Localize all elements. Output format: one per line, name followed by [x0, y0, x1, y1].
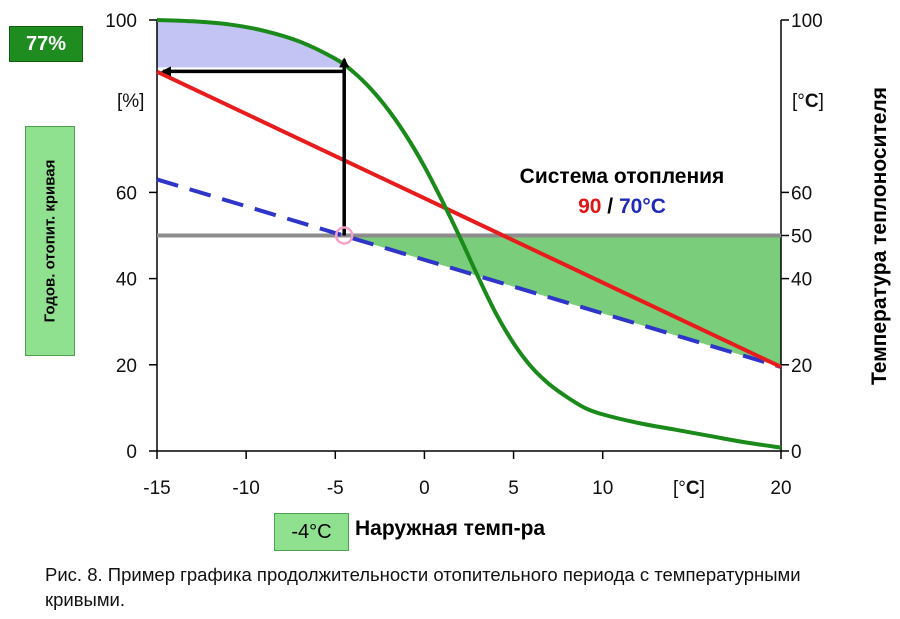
- x-tick-label: -5: [327, 478, 344, 499]
- left-unit-label: [%]: [117, 91, 144, 112]
- figure-caption: Рис. 8. Пример графика продолжительности…: [45, 564, 801, 610]
- left-tick-label: 100: [105, 11, 137, 32]
- left-axis-title: Годов. отопит. кривая: [41, 159, 59, 323]
- supply-temp-line: [156, 69, 782, 369]
- return-temp-line: [156, 177, 782, 369]
- left-tick-label: 20: [116, 356, 137, 377]
- supply-temp-label: 90: [578, 195, 601, 218]
- annotation-title: Система отопления: [520, 165, 725, 188]
- temp-separator: /: [601, 195, 619, 218]
- x-tick-label: 20: [770, 478, 791, 499]
- x-tick-label: 5: [508, 478, 519, 499]
- shaded-area-upper: [157, 20, 345, 68]
- temp-badge: -4°C: [274, 513, 349, 551]
- x-unit-label: [°C]: [673, 478, 705, 499]
- x-tick-label: 10: [592, 478, 613, 499]
- left-tick-label: 40: [116, 270, 137, 291]
- right-tick-label: 20: [791, 356, 812, 377]
- operating-point-marker: [334, 226, 354, 245]
- percent-badge: 77%: [9, 26, 83, 62]
- left-ticks: 0 20 40 60 100: [105, 11, 157, 463]
- x-ticks: -15 -10 -5 0 5 10 20: [143, 451, 792, 499]
- right-ticks: 0 20 40 50 60 100: [781, 11, 823, 463]
- x-tick-label: -10: [232, 478, 259, 499]
- x-tick-label: 0: [419, 478, 430, 499]
- left-tick-label: 0: [126, 442, 137, 463]
- right-tick-label: 40: [791, 270, 812, 291]
- return-temp-label: 70°C: [619, 195, 666, 218]
- right-tick-label: 50: [791, 227, 812, 248]
- right-tick-label: 100: [791, 11, 823, 32]
- annual-heating-curve: [156, 18, 782, 450]
- x-tick-label: -15: [143, 478, 170, 499]
- x-axis-title: Наружная темп-ра: [355, 517, 546, 540]
- right-tick-label: 0: [791, 442, 802, 463]
- right-tick-label: 60: [791, 183, 812, 204]
- annotation-temps: 90 / 70°C: [578, 195, 666, 218]
- left-tick-label: 60: [116, 183, 137, 204]
- right-axis-title: Температура теплоносителя: [868, 87, 891, 385]
- left-axis-title-box: Годов. отопит. кривая: [25, 126, 75, 356]
- right-unit-label: [°C]: [792, 91, 824, 112]
